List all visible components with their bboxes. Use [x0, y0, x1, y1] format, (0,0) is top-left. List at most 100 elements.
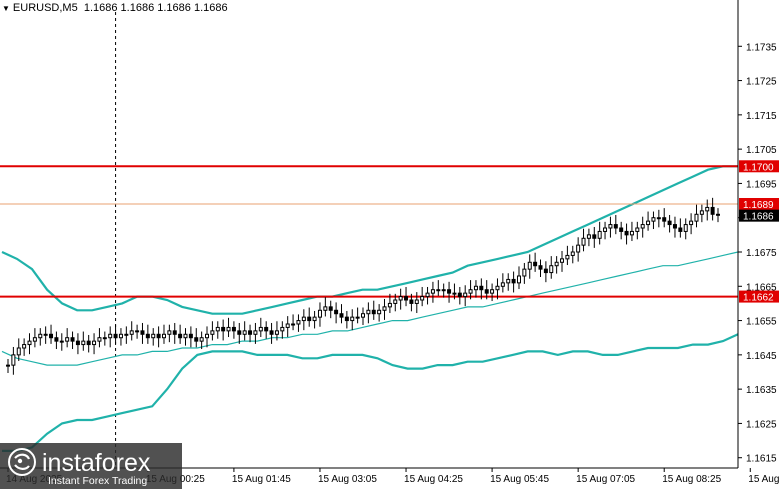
candle-body	[463, 292, 468, 298]
candle-body	[646, 220, 651, 226]
bollinger-middle-line	[1, 251, 739, 366]
candle-body	[678, 227, 683, 232]
candle-body	[672, 224, 677, 229]
instaforex-logo: instaforex Instant Forex Trading	[0, 443, 182, 489]
candle-body	[70, 337, 75, 342]
candle-body	[226, 326, 231, 332]
candle-body	[522, 268, 527, 277]
candle-body	[145, 333, 150, 339]
price-tick-label: 1.1665	[746, 282, 777, 293]
candle-body	[689, 220, 694, 226]
candle-body	[436, 289, 441, 292]
candle-body	[274, 330, 279, 335]
candle-body	[629, 230, 634, 236]
candle-body	[377, 309, 382, 315]
candle-body	[398, 296, 403, 301]
candle-body	[656, 217, 661, 220]
candle-body	[468, 289, 473, 294]
candle-body	[49, 333, 54, 339]
time-tick-label: 15 Aug 01:45	[232, 474, 291, 485]
candle-body	[258, 326, 263, 332]
candle-body	[156, 333, 161, 339]
bid-price-tag: 1.1689	[743, 200, 774, 211]
candle-body	[231, 326, 236, 332]
candle-body	[425, 292, 430, 298]
time-tick-label: 15 Aug 08:25	[662, 474, 721, 485]
candle-body	[710, 206, 715, 215]
price-tick-label: 1.1635	[746, 385, 777, 396]
candle-body	[350, 316, 355, 322]
candle-body	[624, 230, 629, 236]
ohlc-values: 1.1686 1.1686 1.1686 1.1686	[83, 2, 228, 14]
candle-body	[543, 268, 548, 274]
candle-body	[371, 309, 376, 315]
candle-body	[253, 330, 258, 335]
candle-body	[441, 289, 446, 292]
time-tick-label: 15 Aug 04:25	[404, 474, 463, 485]
candle-body	[75, 340, 80, 346]
candle-body	[65, 337, 70, 342]
candle-body	[549, 265, 554, 274]
candle-body	[581, 237, 586, 246]
candle-body	[16, 347, 21, 356]
candle-body	[699, 210, 704, 215]
candle-body	[97, 337, 102, 342]
candle-body	[586, 234, 591, 239]
price-tick-label: 1.1715	[746, 111, 777, 122]
bollinger-upper-line	[1, 165, 738, 315]
candle-body	[339, 313, 344, 318]
candle-body	[334, 309, 339, 315]
candle-body	[205, 333, 210, 339]
candle-body	[183, 333, 188, 339]
candle-body	[81, 340, 86, 346]
candle-body	[210, 330, 215, 335]
price-tick-label: 1.1625	[746, 419, 777, 430]
price-tick-label: 1.1645	[746, 351, 777, 362]
symbol-header: ▼ EURUSD,M5 1.1686 1.1686 1.1686 1.1686	[2, 2, 228, 14]
candle-body	[500, 282, 505, 287]
candle-body	[511, 278, 516, 284]
candle-body	[473, 285, 478, 291]
time-tick-label: 15 Aug 09:45	[748, 474, 781, 485]
candle-body	[151, 333, 156, 339]
candle-body	[506, 278, 511, 284]
candle-body	[603, 227, 608, 232]
last-price-tag: 1.1686	[743, 212, 774, 223]
candle-body	[716, 213, 720, 216]
candle-body	[420, 296, 425, 301]
candle-body	[264, 326, 269, 332]
candle-body	[592, 234, 597, 239]
candle-body	[538, 265, 543, 270]
candle-body	[296, 320, 301, 325]
price-tick-label: 1.1695	[746, 179, 777, 190]
candle-body	[269, 330, 274, 335]
price-tick-label: 1.1705	[746, 145, 777, 156]
bid-price-tag-bg	[739, 198, 779, 210]
price-tick-label: 1.1725	[746, 77, 777, 88]
resistance-price-tag-bg	[739, 160, 779, 173]
candle-body	[32, 337, 37, 342]
support-price-tag-bg	[739, 290, 779, 303]
menu-triangle-icon[interactable]: ▼	[2, 4, 10, 13]
candle-body	[291, 323, 296, 326]
candle-body	[86, 340, 91, 346]
candle-body	[447, 289, 452, 294]
tagline-text: Instant Forex Trading	[48, 475, 147, 487]
candle-body	[484, 289, 489, 294]
candle-body	[312, 316, 317, 322]
candle-body	[613, 224, 618, 229]
symbol-label: EURUSD,M5	[12, 2, 78, 14]
candle-body	[129, 330, 134, 335]
resistance-price-tag: 1.1700	[743, 162, 774, 173]
candle-body	[108, 333, 113, 339]
bollinger-lower-line	[2, 333, 739, 452]
time-tick-label: 15 Aug 07:05	[576, 474, 635, 485]
candle-body	[694, 213, 699, 222]
support-price-tag: 1.1662	[743, 293, 774, 304]
price-tick-label: 1.1675	[746, 248, 777, 259]
candle-body	[430, 289, 435, 294]
candle-body	[161, 333, 166, 339]
